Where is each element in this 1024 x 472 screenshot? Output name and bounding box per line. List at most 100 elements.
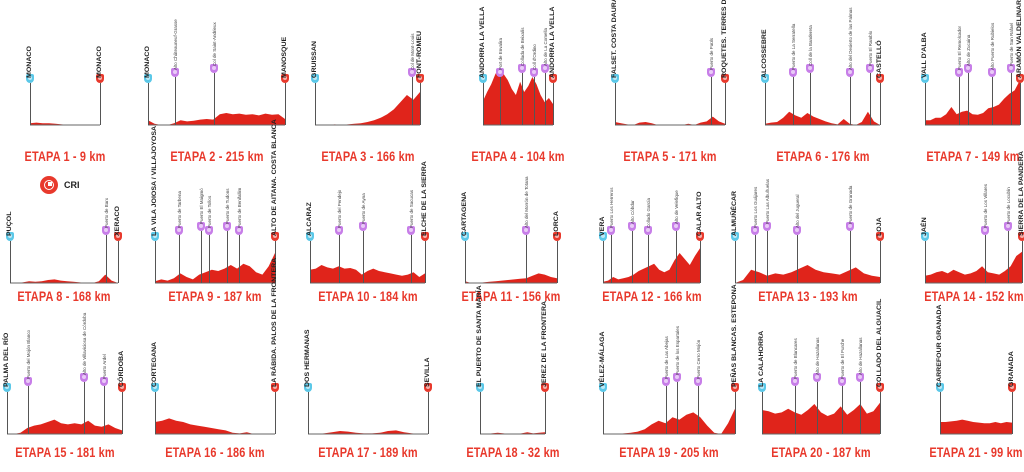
start-marker-icon[interactable] (599, 383, 607, 392)
stage-title[interactable]: ETAPA 13 - 193 km (757, 288, 858, 304)
stage-title[interactable]: ETAPA 15 - 181 km (14, 444, 115, 460)
climb-marker-icon[interactable] (196, 222, 205, 231)
stage-title[interactable]: ETAPA 16 - 186 km (165, 444, 265, 460)
start-marker-icon[interactable] (151, 383, 159, 392)
stage-title[interactable]: ETAPA 11 - 156 km (461, 288, 561, 304)
climb-marker-icon[interactable] (838, 377, 847, 386)
finish-marker-icon[interactable] (549, 74, 557, 83)
climb-marker-icon[interactable] (955, 68, 964, 77)
start-marker-icon[interactable] (936, 383, 944, 392)
climb-marker-icon[interactable] (517, 64, 526, 73)
climb-marker-icon[interactable] (606, 226, 615, 235)
climb-marker-icon[interactable] (495, 68, 504, 77)
finish-marker-icon[interactable] (416, 74, 424, 83)
climb-marker-icon[interactable] (694, 377, 703, 386)
start-marker-icon[interactable] (144, 74, 152, 83)
stage-title[interactable]: ETAPA 9 - 187 km (168, 288, 262, 304)
climb-marker-icon[interactable] (628, 222, 637, 231)
stage-title[interactable]: ETAPA 8 - 168 km (17, 288, 111, 304)
finish-marker-icon[interactable] (696, 232, 704, 241)
finish-marker-icon[interactable] (281, 74, 289, 83)
start-marker-icon[interactable] (6, 232, 14, 241)
climb-marker-icon[interactable] (855, 373, 864, 382)
climb-marker-icon[interactable] (223, 222, 231, 231)
climb-marker-icon[interactable] (235, 226, 243, 235)
climb-marker-icon[interactable] (334, 226, 343, 235)
climb-marker-icon[interactable] (987, 68, 996, 77)
climb-marker-icon[interactable] (662, 377, 671, 386)
climb-marker-icon[interactable] (23, 377, 32, 386)
stage-title[interactable]: ETAPA 14 - 152 km (923, 288, 1024, 304)
start-marker-icon[interactable] (758, 383, 766, 392)
climb-marker-icon[interactable] (358, 222, 367, 231)
climb-marker-icon[interactable] (762, 222, 771, 231)
start-marker-icon[interactable] (921, 232, 929, 241)
start-marker-icon[interactable] (599, 232, 607, 241)
finish-marker-icon[interactable] (876, 74, 884, 83)
start-marker-icon[interactable] (461, 232, 469, 241)
stage-title[interactable]: ETAPA 20 - 187 km (771, 444, 871, 460)
finish-marker-icon[interactable] (1016, 74, 1024, 83)
stage-title[interactable]: ETAPA 17 - 189 km (318, 444, 418, 460)
climb-marker-icon[interactable] (793, 226, 802, 235)
climb-marker-icon[interactable] (102, 226, 111, 235)
climb-marker-icon[interactable] (706, 68, 715, 77)
stage-title[interactable]: ETAPA 4 - 104 km (471, 148, 565, 164)
climb-marker-icon[interactable] (846, 68, 855, 77)
stage-title[interactable]: ETAPA 12 - 166 km (601, 288, 702, 304)
climb-marker-icon[interactable] (1004, 222, 1013, 231)
start-marker-icon[interactable] (311, 74, 319, 83)
finish-marker-icon[interactable] (721, 74, 729, 83)
start-marker-icon[interactable] (26, 74, 34, 83)
climb-marker-icon[interactable] (80, 373, 89, 382)
climb-marker-icon[interactable] (171, 68, 180, 77)
climb-marker-icon[interactable] (209, 64, 218, 73)
climb-marker-icon[interactable] (205, 226, 213, 235)
finish-marker-icon[interactable] (271, 232, 279, 241)
climb-marker-icon[interactable] (407, 226, 416, 235)
finish-marker-icon[interactable] (1018, 232, 1024, 241)
climb-marker-icon[interactable] (99, 377, 108, 386)
finish-marker-icon[interactable] (541, 383, 549, 392)
stage-title[interactable]: ETAPA 19 - 205 km (619, 444, 719, 460)
finish-marker-icon[interactable] (1008, 383, 1016, 392)
climb-marker-icon[interactable] (175, 226, 183, 235)
stage-title[interactable]: ETAPA 6 - 176 km (775, 148, 870, 164)
start-marker-icon[interactable] (304, 383, 312, 392)
stage-title[interactable]: ETAPA 18 - 32 km (465, 444, 560, 460)
climb-marker-icon[interactable] (805, 64, 814, 73)
stage-title[interactable]: ETAPA 21 - 99 km (929, 444, 1023, 460)
climb-marker-icon[interactable] (530, 68, 539, 77)
start-marker-icon[interactable] (761, 74, 769, 83)
finish-marker-icon[interactable] (424, 383, 432, 392)
climb-marker-icon[interactable] (1006, 64, 1015, 73)
start-marker-icon[interactable] (921, 74, 929, 83)
climb-marker-icon[interactable] (540, 64, 549, 73)
climb-marker-icon[interactable] (407, 68, 416, 77)
start-marker-icon[interactable] (731, 232, 739, 241)
stage-title[interactable]: ETAPA 3 - 166 km (320, 148, 415, 164)
start-marker-icon[interactable] (479, 74, 487, 83)
start-marker-icon[interactable] (476, 383, 484, 392)
stage-title[interactable]: ETAPA 1 - 9 km (24, 148, 106, 164)
finish-marker-icon[interactable] (114, 232, 122, 241)
climb-marker-icon[interactable] (981, 226, 990, 235)
stage-title[interactable]: ETAPA 5 - 171 km (623, 148, 717, 164)
climb-marker-icon[interactable] (643, 226, 652, 235)
finish-marker-icon[interactable] (271, 383, 279, 392)
climb-marker-icon[interactable] (865, 64, 874, 73)
climb-marker-icon[interactable] (521, 226, 530, 235)
climb-marker-icon[interactable] (788, 68, 797, 77)
stage-title[interactable]: ETAPA 7 - 149 km (925, 148, 1020, 164)
start-marker-icon[interactable] (611, 74, 619, 83)
finish-marker-icon[interactable] (876, 232, 884, 241)
finish-marker-icon[interactable] (553, 232, 561, 241)
climb-marker-icon[interactable] (813, 373, 822, 382)
finish-marker-icon[interactable] (876, 383, 884, 392)
climb-marker-icon[interactable] (845, 222, 854, 231)
climb-marker-icon[interactable] (963, 64, 972, 73)
finish-marker-icon[interactable] (96, 74, 104, 83)
start-marker-icon[interactable] (151, 232, 159, 241)
climb-marker-icon[interactable] (791, 377, 800, 386)
climb-marker-icon[interactable] (672, 373, 681, 382)
